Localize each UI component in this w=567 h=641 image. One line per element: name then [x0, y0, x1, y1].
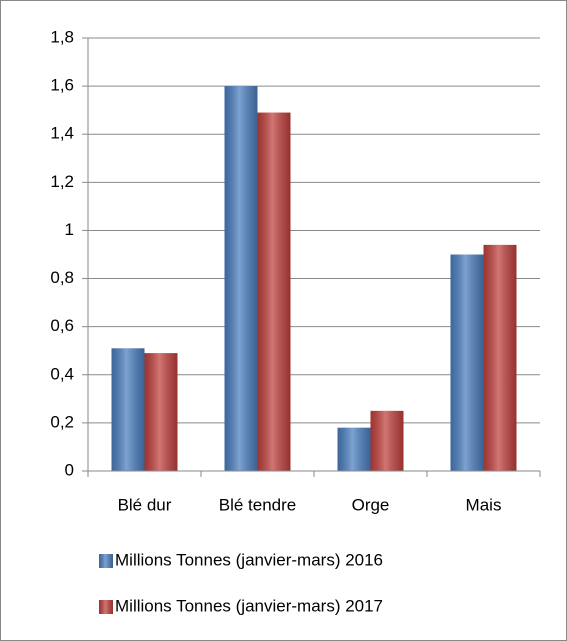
y-tick-label: 0,4 — [50, 364, 74, 383]
y-tick-label: 1,6 — [50, 76, 74, 95]
bar-shine — [450, 254, 484, 471]
bar-shine — [144, 353, 178, 471]
y-tick-label: 1,8 — [50, 27, 74, 46]
legend-label: Millions Tonnes (janvier-mars) 2016 — [115, 550, 383, 569]
legend-swatch-shine — [99, 600, 113, 614]
y-tick-label: 0,8 — [50, 268, 74, 287]
x-tick-label: Orge — [352, 495, 390, 514]
bar-shine — [224, 86, 258, 471]
legend-swatch-shine — [99, 554, 113, 568]
y-tick-label: 0,6 — [50, 316, 74, 335]
x-tick-label: Blé tendre — [219, 495, 297, 514]
y-tick-label: 0,2 — [50, 412, 74, 431]
x-tick-label: Mais — [466, 495, 502, 514]
legend-label: Millions Tonnes (janvier-mars) 2017 — [115, 596, 383, 615]
y-tick-label: 0 — [65, 460, 74, 479]
bar-shine — [337, 427, 371, 471]
bar-shine — [111, 348, 145, 471]
bar-shine — [370, 410, 404, 471]
y-tick-label: 1,2 — [50, 172, 74, 191]
bar-shine — [483, 244, 517, 471]
y-tick-label: 1 — [65, 220, 74, 239]
x-tick-label: Blé dur — [118, 495, 172, 514]
bar-shine — [257, 112, 291, 472]
y-tick-label: 1,4 — [50, 124, 74, 143]
